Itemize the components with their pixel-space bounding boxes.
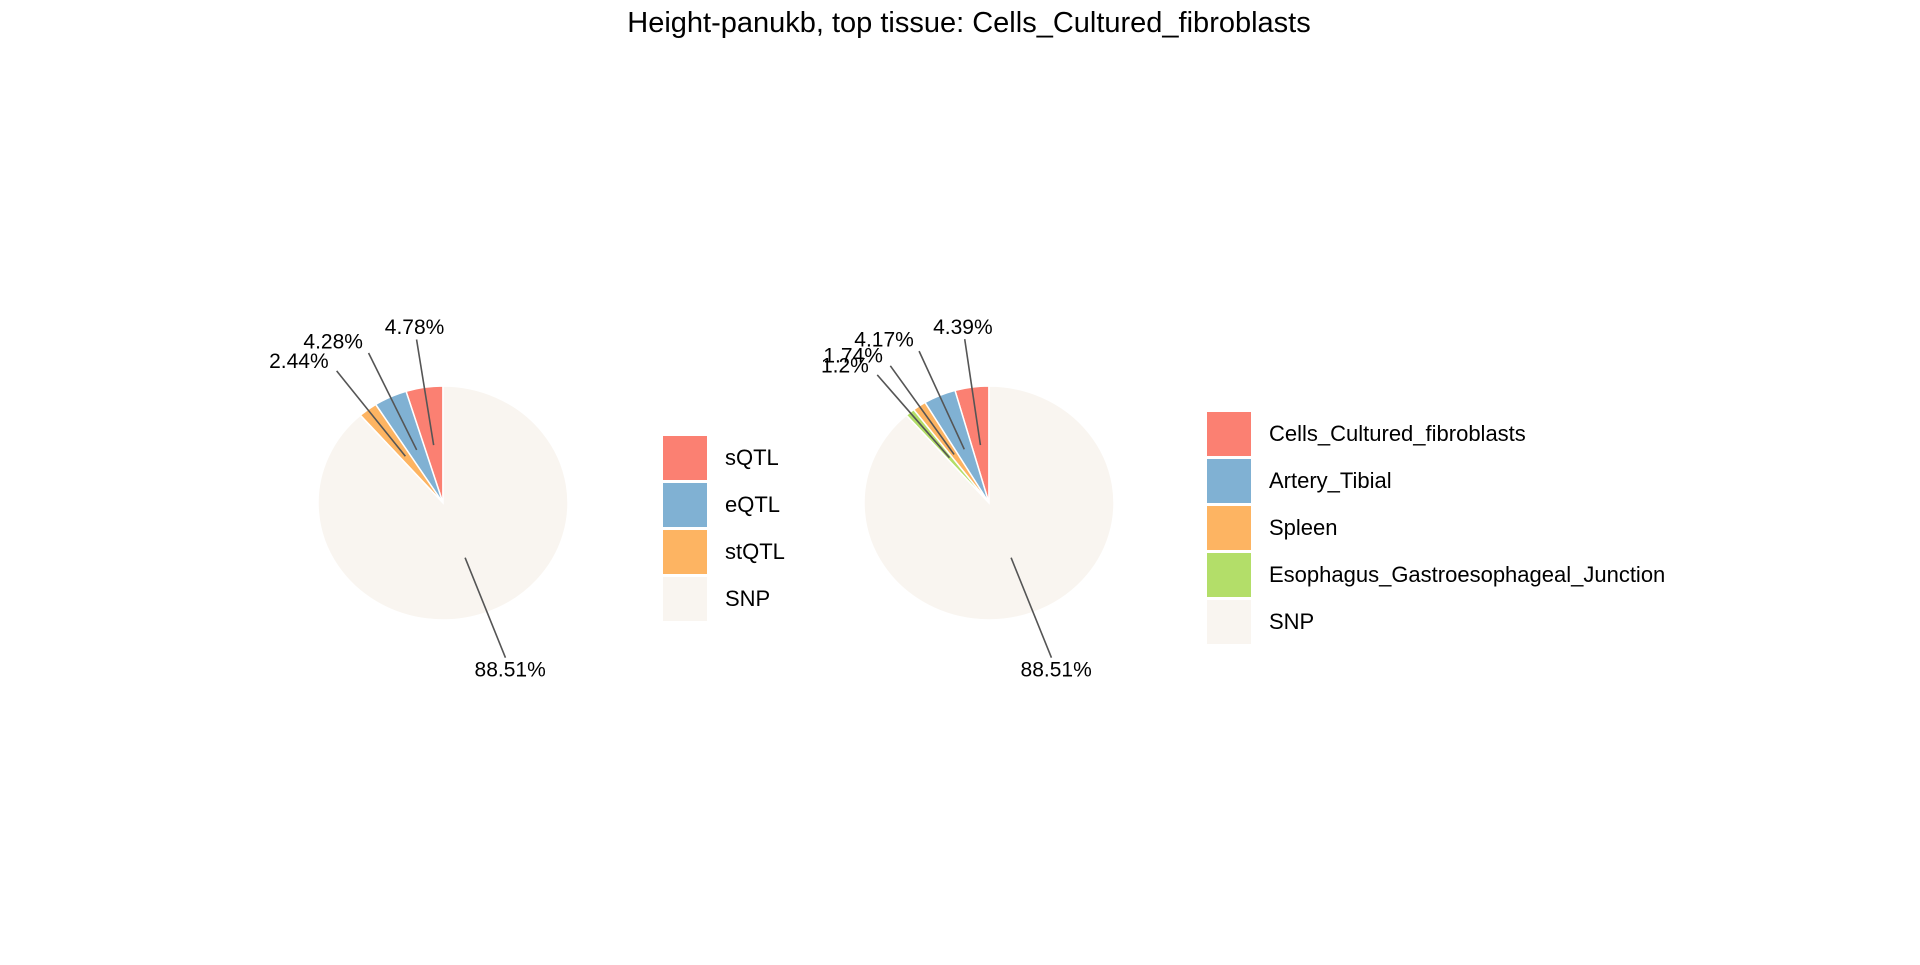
data-label-artery-tibial: 4.17% <box>854 329 914 352</box>
legend-label-spleen: Spleen <box>1269 515 1338 540</box>
legend-label-snp: SNP <box>1269 609 1314 634</box>
legend-swatch-sqtl <box>663 436 707 480</box>
legend-swatch-snp <box>1207 600 1251 644</box>
pie-slice-snp <box>863 385 1115 621</box>
leader-line-snp <box>1010 557 1053 659</box>
leader-line-eqtl <box>367 352 418 451</box>
leader-line-spleen <box>889 365 955 455</box>
legend-swatch-esophagus-gastroesophageal-junction <box>1207 553 1251 597</box>
legend-swatch-artery-tibial <box>1207 459 1251 503</box>
leader-line-cells-cultured-fibroblasts <box>963 339 982 446</box>
pie-chart-tissue: 4.39% 4.17%1.74%1.2% 88.51% Cells_Cultured_… <box>821 316 1665 682</box>
legend-swatch-stqtl <box>663 530 707 574</box>
legend-label-artery-tibial: Artery_Tibial <box>1269 468 1392 493</box>
pie-slice-snp <box>317 385 569 621</box>
leader-line-artery-tibial <box>918 350 965 450</box>
legend-label-eqtl: eQTL <box>725 492 780 517</box>
legend-label-esophagus-gastroesophageal-junction: Esophagus_Gastroesophageal_Junction <box>1269 562 1665 587</box>
data-label-stqtl: 2.44% <box>269 350 329 373</box>
chart-title: Height-panukb, top tissue: Cells_Culture… <box>627 7 1310 39</box>
legend-swatch-cells-cultured-fibroblasts <box>1207 412 1251 456</box>
legend-label-cells-cultured-fibroblasts: Cells_Cultured_fibroblasts <box>1269 421 1526 446</box>
legend-swatch-eqtl <box>663 483 707 527</box>
leader-line-stqtl <box>336 370 407 457</box>
legend-label-sqtl: sQTL <box>725 445 779 470</box>
legend-label-stqtl: stQTL <box>725 539 785 564</box>
leader-line-sqtl <box>415 339 435 446</box>
data-label-snp: 88.51% <box>475 658 546 681</box>
data-label-eqtl: 4.28% <box>303 331 363 354</box>
pie-chart-qtl-type: 4.78% 4.28%2.44% 88.51% sQTL eQTL stQTL SNP <box>269 316 785 681</box>
leader-line-esophagus-gastroesophageal-junction <box>876 374 951 459</box>
legend-label-snp: SNP <box>725 586 770 611</box>
leader-line-snp <box>464 557 507 659</box>
legend-swatch-spleen <box>1207 506 1251 550</box>
data-label-cells-cultured-fibroblasts: 4.39% <box>933 316 993 339</box>
data-label-sqtl: 4.78% <box>385 316 445 339</box>
data-label-esophagus-gastroesophageal-junction: 1.2% <box>821 354 869 377</box>
data-label-snp: 88.51% <box>1021 658 1092 681</box>
legend-swatch-snp <box>663 577 707 621</box>
data-label-spleen: 1.74% <box>823 344 883 367</box>
